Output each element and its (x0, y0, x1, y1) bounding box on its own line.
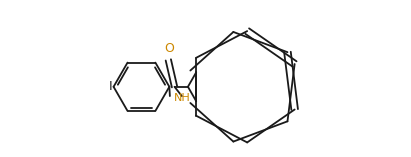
Text: O: O (164, 42, 174, 55)
Text: NH: NH (174, 93, 191, 103)
Text: I: I (109, 80, 113, 93)
